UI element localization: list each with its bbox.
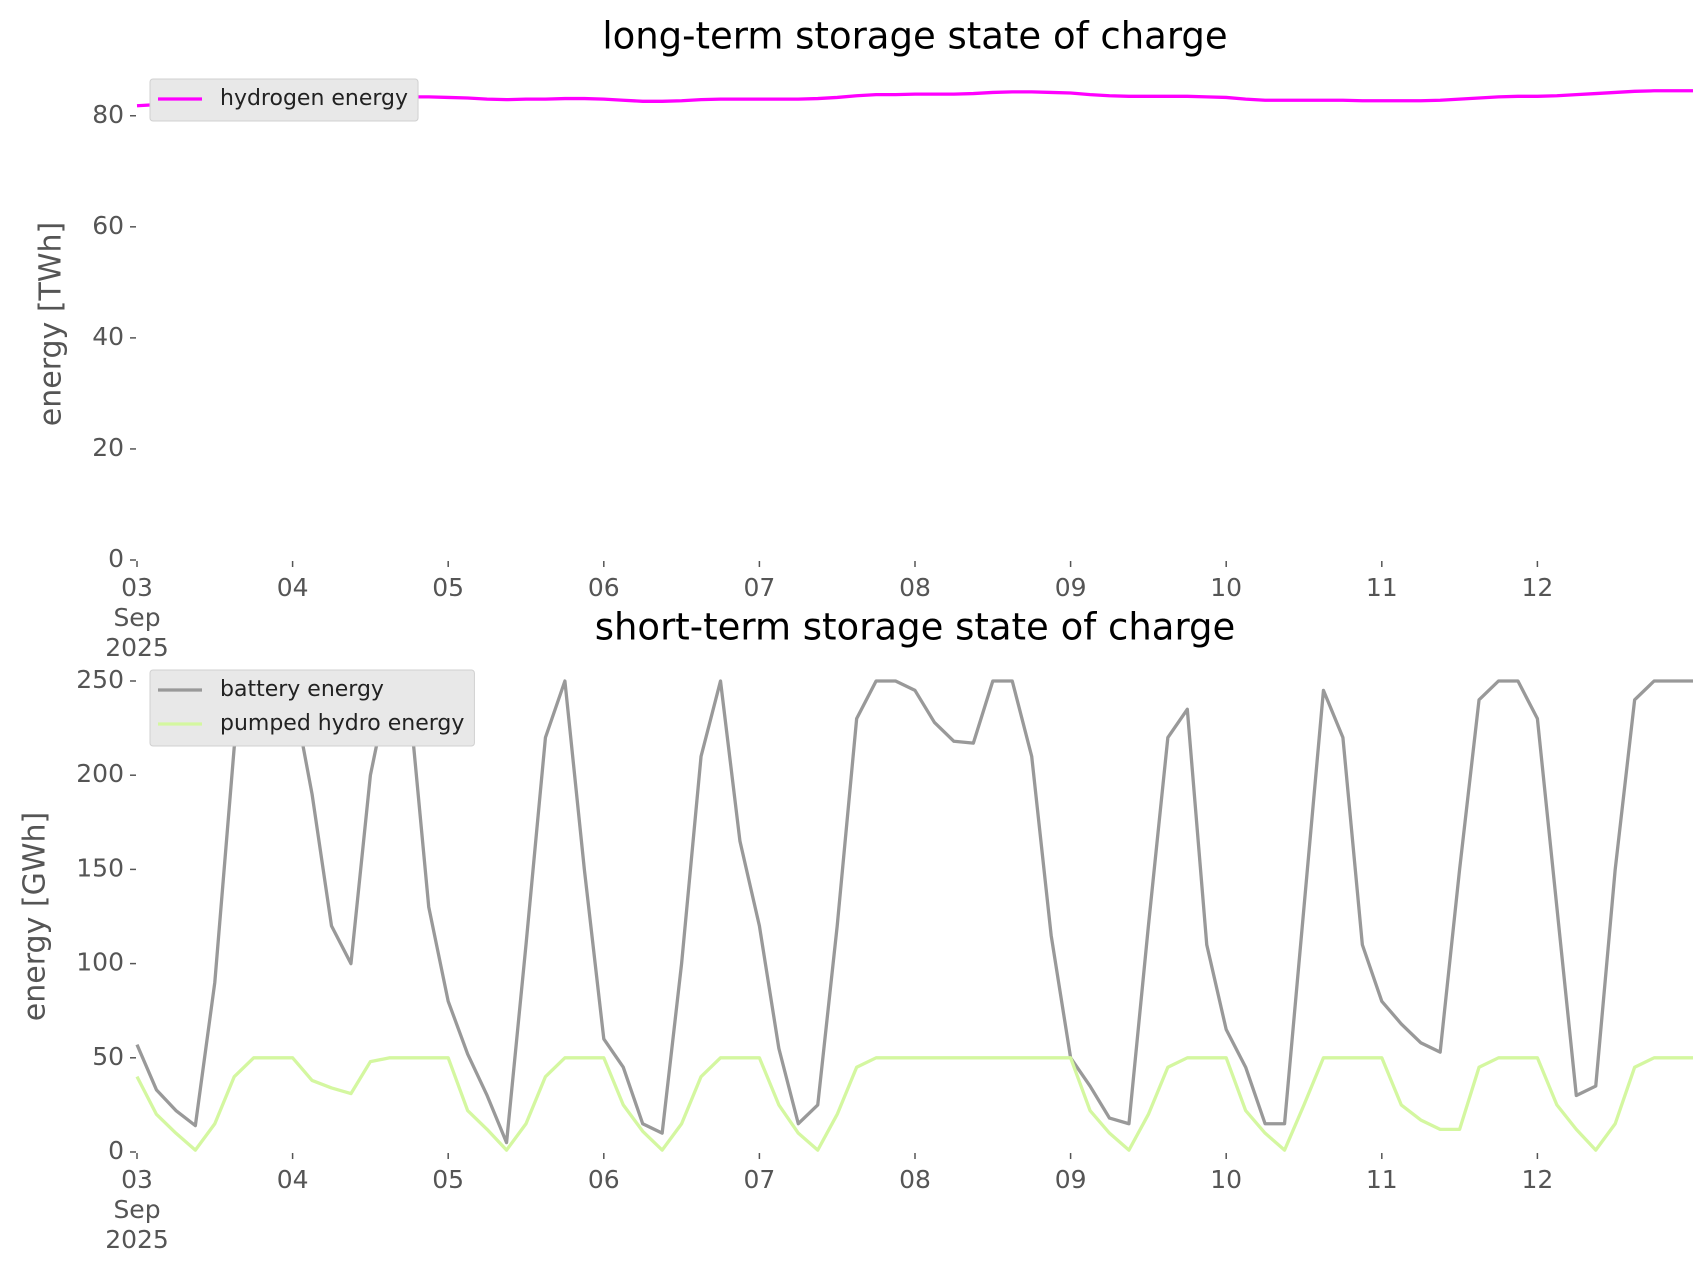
y-tick-label: 80	[92, 100, 124, 129]
x-tick-label: 11	[1365, 1165, 1398, 1194]
y-axis-label: energy [GWh]	[18, 812, 53, 1021]
x-tick-label: 07	[743, 1165, 776, 1194]
legend-box	[149, 78, 419, 122]
series-line	[135, 1056, 1693, 1152]
x-tick-label: 12	[1521, 1165, 1554, 1194]
x-tick-label: 03 Sep 2025	[105, 1165, 169, 1254]
x-tick-label: 05	[432, 573, 465, 602]
x-tick-label: 08	[899, 573, 931, 602]
legend-label: hydrogen energy	[220, 86, 408, 111]
x-tick-label: 10	[1210, 573, 1243, 602]
x-tick-label: 12	[1521, 573, 1554, 602]
x-tick-label: 08	[899, 1165, 931, 1194]
legend-box	[149, 669, 475, 747]
y-tick-label: 200	[76, 759, 124, 788]
legend-label: pumped hydro energy	[220, 711, 464, 736]
y-tick-label: 150	[76, 853, 124, 882]
legend-label: battery energy	[220, 677, 384, 702]
x-tick-label: 05	[432, 1165, 465, 1194]
y-axis-label: energy [TWh]	[34, 222, 69, 426]
y-tick-label: 20	[92, 433, 124, 462]
legend: hydrogen energy	[149, 78, 419, 122]
y-tick-label: 100	[76, 948, 124, 977]
y-tick-label: 0	[108, 544, 124, 573]
y-tick-label: 60	[92, 211, 124, 240]
y-tick-label: 250	[76, 665, 124, 694]
x-tick-label: 11	[1365, 573, 1398, 602]
x-tick-label: 06	[587, 573, 620, 602]
x-tick-label: 03 Sep 2025	[105, 573, 169, 662]
x-tick-label: 09	[1054, 573, 1087, 602]
x-tick-label: 09	[1054, 1165, 1087, 1194]
y-tick-label: 40	[92, 322, 124, 351]
y-tick-label: 0	[108, 1136, 124, 1165]
x-tick-label: 04	[276, 1165, 309, 1194]
series-line	[135, 679, 1693, 1145]
x-tick-label: 07	[743, 573, 776, 602]
y-tick-label: 50	[92, 1042, 124, 1071]
chart-title: short-term storage state of charge	[595, 606, 1236, 649]
x-tick-label: 04	[276, 573, 309, 602]
legend: battery energy pumped hydro energy	[149, 669, 475, 747]
chart-title: long-term storage state of charge	[602, 15, 1227, 58]
x-tick-label: 10	[1210, 1165, 1243, 1194]
x-tick-label: 06	[587, 1165, 620, 1194]
